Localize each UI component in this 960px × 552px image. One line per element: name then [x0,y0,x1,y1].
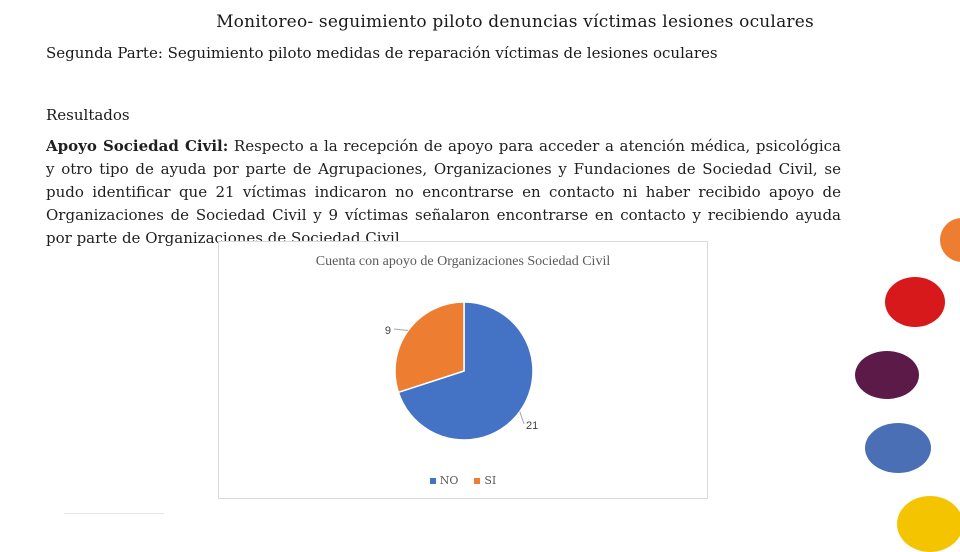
page-subtitle: Segunda Parte: Seguimiento piloto medida… [46,44,718,62]
legend-item-no: NO [429,474,459,487]
chart-title: Cuenta con apoyo de Organizaciones Socie… [315,254,611,269]
footer-divider [64,513,164,514]
paragraph-body: Respecto a la recepción de apoyo para ac… [46,137,841,247]
leader-line-no [519,411,525,425]
legend-label-no: NO [439,474,459,487]
pie-chart: 21 9 Cuenta con apoyo de Organizaciones S… [218,241,708,499]
chart-legend: NO SI [219,474,707,487]
section-heading: Resultados [46,106,130,124]
leader-line-si [393,328,409,331]
legend-swatch-no [429,478,436,484]
decorative-circle-purple [855,351,919,399]
legend-swatch-si [474,478,481,484]
decorative-circle-orange [940,218,960,262]
results-paragraph: Apoyo Sociedad Civil: Respecto a la rece… [46,135,841,250]
data-label-si: 9 [385,325,391,337]
page-title: Monitoreo- seguimiento piloto denuncias … [216,12,814,32]
legend-item-si: SI [474,474,496,487]
decorative-circle-red [885,277,945,327]
decorative-circle-yellow [897,496,960,552]
decorative-circle-blue [865,423,931,473]
legend-label-si: SI [484,474,497,487]
pie-chart-svg: 21 9 [385,301,538,441]
pie-slice-si [394,301,465,394]
paragraph-lead: Apoyo Sociedad Civil: [46,137,229,155]
data-label-no: 21 [526,420,538,432]
